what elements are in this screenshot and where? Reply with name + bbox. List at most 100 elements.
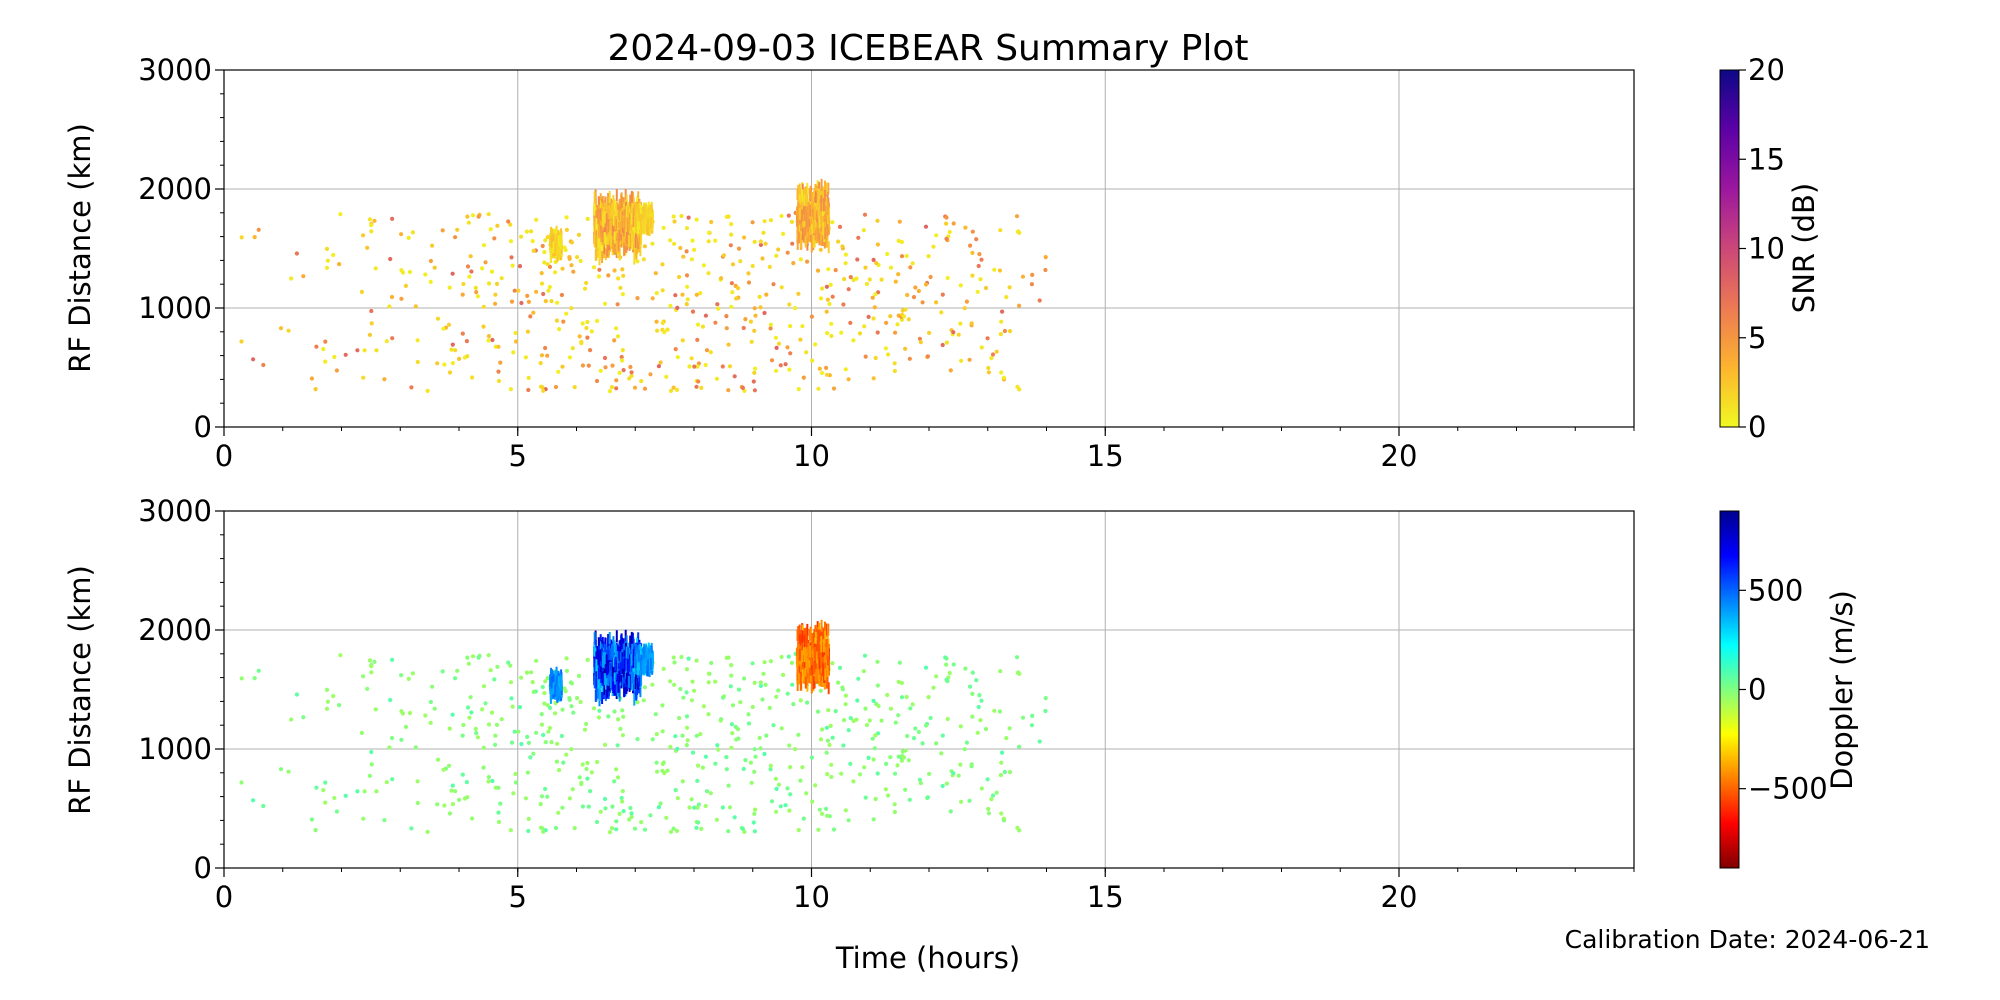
- echo-point: [729, 281, 735, 286]
- echo-point: [607, 389, 613, 394]
- echo-point: [704, 348, 710, 353]
- echo-point: [286, 769, 291, 774]
- echo-point: [313, 828, 318, 833]
- echo-point: [715, 743, 720, 748]
- echo-streak: [800, 235, 802, 248]
- echo-point: [862, 653, 868, 658]
- echo-point: [758, 680, 763, 685]
- echo-point: [758, 242, 764, 247]
- echo-point: [529, 670, 534, 675]
- echo-point: [610, 363, 615, 368]
- echo-streak: [806, 659, 809, 672]
- echo-point: [689, 257, 695, 262]
- echo-point: [474, 290, 479, 295]
- echo-point: [468, 695, 473, 700]
- echo-point: [793, 306, 798, 311]
- echo-streak: [628, 218, 631, 231]
- echo-point: [486, 775, 491, 780]
- echo-point: [774, 809, 779, 814]
- echo-streak: [603, 644, 606, 657]
- echo-point: [256, 668, 261, 673]
- echo-point: [567, 697, 572, 703]
- echo-streak: [826, 202, 829, 215]
- echo-point: [467, 274, 472, 279]
- echo-point: [992, 708, 997, 713]
- echo-streak: [808, 214, 811, 227]
- echo-streak: [823, 236, 826, 249]
- y-tick-label: 0: [194, 851, 212, 885]
- echo-streak: [633, 252, 636, 265]
- echo-point: [999, 760, 1004, 765]
- echo-streak: [637, 663, 640, 675]
- echo-streak: [606, 207, 609, 219]
- echo-streak: [613, 231, 616, 244]
- echo-point: [752, 680, 757, 686]
- echo-point: [867, 718, 872, 723]
- echo-point: [372, 659, 377, 664]
- echo-point: [668, 388, 674, 393]
- echo-point: [511, 791, 516, 796]
- echo-point: [673, 347, 678, 352]
- echo-point: [829, 774, 834, 780]
- echo-point: [764, 292, 769, 297]
- echo-point: [470, 375, 475, 380]
- echo-point: [560, 364, 565, 369]
- echo-point: [334, 809, 339, 814]
- echo-streak: [816, 621, 819, 634]
- echo-streak: [628, 675, 630, 688]
- echo-streak: [608, 222, 611, 235]
- echo-point: [871, 316, 876, 321]
- echo-point: [325, 699, 330, 704]
- echo-point: [635, 296, 640, 301]
- echo-streak: [635, 247, 638, 260]
- echo-point: [369, 664, 374, 669]
- echo-point: [863, 795, 868, 800]
- echo-point: [562, 686, 567, 691]
- echo-point: [825, 372, 830, 377]
- echo-point: [476, 214, 481, 219]
- echo-point: [470, 816, 475, 821]
- echo-point: [762, 310, 767, 316]
- echo-point: [324, 687, 330, 693]
- echo-point: [261, 362, 266, 368]
- echo-point: [577, 334, 582, 339]
- x-tick-label: 20: [1381, 439, 1418, 473]
- echo-point: [911, 736, 917, 741]
- echo-streak: [615, 681, 618, 694]
- echo-point: [668, 829, 674, 835]
- echo-point: [450, 361, 455, 366]
- echo-point: [923, 723, 929, 728]
- echo-streak: [796, 188, 799, 201]
- echo-streak: [646, 647, 649, 660]
- echo-point: [460, 772, 465, 777]
- echo-point: [848, 275, 853, 280]
- echo-streak: [631, 678, 634, 691]
- echo-point: [680, 733, 685, 738]
- echo-point: [555, 741, 560, 746]
- echo-streak: [614, 658, 617, 671]
- echo-streak: [824, 180, 826, 193]
- echo-streak: [631, 652, 634, 665]
- echo-streak: [796, 238, 799, 250]
- echo-streak: [634, 202, 637, 215]
- echo-streak: [637, 208, 640, 221]
- echo-streak: [620, 196, 623, 209]
- echo-point: [945, 275, 950, 281]
- echo-point: [562, 245, 567, 250]
- echo-point: [361, 674, 366, 679]
- echo-point: [789, 219, 795, 224]
- echo-streak: [638, 674, 641, 687]
- echo-point: [994, 349, 999, 354]
- echo-point: [761, 671, 766, 676]
- echo-point: [854, 717, 859, 722]
- echo-point: [788, 792, 793, 797]
- echo-point: [773, 335, 779, 340]
- echo-point: [899, 680, 905, 686]
- echo-point: [538, 361, 543, 366]
- echo-streak: [595, 210, 598, 223]
- echo-point: [517, 705, 523, 710]
- echo-point: [713, 320, 718, 325]
- echo-point: [727, 364, 733, 369]
- echo-point: [481, 324, 486, 329]
